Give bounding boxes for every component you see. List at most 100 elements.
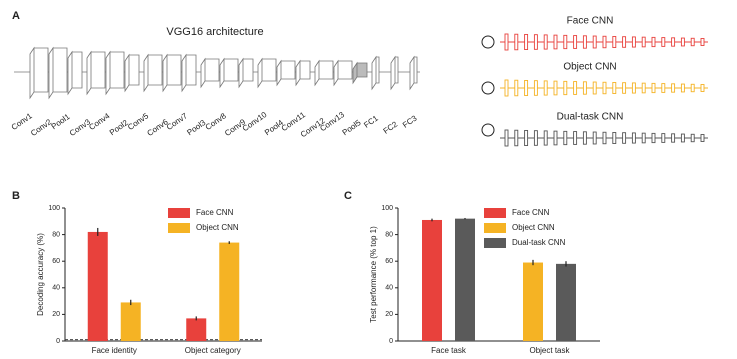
network-layer bbox=[690, 133, 695, 143]
network-layer bbox=[514, 33, 519, 51]
network-layer bbox=[563, 34, 568, 50]
layer-label: FC2 bbox=[382, 119, 400, 135]
y-tick-label: 60 bbox=[52, 258, 60, 265]
network-layer bbox=[553, 130, 558, 146]
layer-label: Conv2 bbox=[29, 117, 54, 138]
network-layer bbox=[622, 132, 627, 144]
network-layer bbox=[524, 79, 529, 96]
bar bbox=[87, 231, 108, 341]
network-layer bbox=[504, 79, 509, 97]
network-layer bbox=[671, 37, 676, 47]
layer-block bbox=[257, 57, 277, 89]
network-layer bbox=[582, 81, 587, 95]
network-layer bbox=[602, 131, 607, 145]
layer-block bbox=[48, 46, 68, 100]
legend-label: Face CNN bbox=[512, 208, 550, 217]
panel-label: B bbox=[12, 190, 20, 202]
network-layer bbox=[543, 130, 548, 146]
layer-block bbox=[390, 55, 399, 91]
layer-block bbox=[124, 53, 140, 93]
network-layer bbox=[700, 84, 705, 92]
network-layer bbox=[680, 83, 685, 93]
network-layer bbox=[543, 34, 548, 50]
layer-block bbox=[371, 55, 380, 91]
network-layer bbox=[582, 131, 587, 145]
network-layer bbox=[533, 34, 538, 50]
y-tick-label: 40 bbox=[385, 285, 393, 292]
network-layer bbox=[553, 80, 558, 96]
layer-block bbox=[86, 50, 106, 96]
x-tick-label: Face identity bbox=[92, 346, 137, 355]
layer-label: Pool2 bbox=[108, 118, 130, 137]
network-layer bbox=[651, 36, 656, 48]
network-layer bbox=[612, 82, 617, 94]
network-layer bbox=[602, 81, 607, 95]
network-layer bbox=[592, 81, 597, 95]
y-axis-label: Decoding accuracy (%) bbox=[36, 233, 45, 316]
network-layer bbox=[690, 83, 695, 93]
network-layer bbox=[533, 80, 538, 96]
network-layer bbox=[573, 81, 578, 95]
network-layer bbox=[524, 129, 529, 146]
bar bbox=[422, 219, 442, 341]
layer-block bbox=[162, 53, 182, 93]
layer-block bbox=[314, 59, 334, 87]
layer-label: FC3 bbox=[401, 113, 419, 129]
bar bbox=[556, 263, 576, 341]
network-layer bbox=[612, 132, 617, 144]
layer-block bbox=[181, 53, 197, 93]
panel-label: A bbox=[12, 10, 20, 22]
architecture-title: VGG16 architecture bbox=[166, 26, 263, 38]
bar bbox=[186, 318, 207, 341]
legend-label: Dual-task CNN bbox=[512, 238, 566, 247]
layer-block bbox=[143, 53, 163, 93]
network-layer bbox=[671, 133, 676, 143]
network-layer bbox=[514, 79, 519, 97]
network-layer bbox=[622, 36, 627, 48]
network-layer bbox=[553, 34, 558, 50]
y-tick-label: 0 bbox=[389, 338, 393, 345]
layer-block bbox=[105, 50, 125, 96]
layer-block bbox=[333, 59, 353, 87]
network-layer bbox=[671, 83, 676, 93]
layer-block bbox=[295, 59, 311, 87]
layer-block bbox=[238, 57, 254, 89]
network-name: Object CNN bbox=[563, 62, 616, 73]
y-tick-label: 100 bbox=[48, 205, 60, 212]
y-tick-label: 80 bbox=[52, 231, 60, 238]
icon bbox=[481, 123, 495, 137]
network-layer bbox=[631, 132, 636, 144]
bar bbox=[120, 302, 141, 341]
bar bbox=[523, 262, 543, 341]
layer-label: FC1 bbox=[362, 113, 380, 129]
network-layer bbox=[573, 131, 578, 145]
network-layer bbox=[700, 38, 705, 46]
network-layer bbox=[592, 131, 597, 145]
network-layer bbox=[504, 33, 509, 51]
network-layer bbox=[641, 132, 646, 144]
legend-swatch bbox=[168, 208, 190, 218]
bar bbox=[455, 218, 475, 341]
x-tick-label: Object category bbox=[185, 346, 241, 355]
network-layer bbox=[661, 37, 666, 47]
network-layer bbox=[661, 83, 666, 93]
panel-label: C bbox=[344, 190, 352, 202]
layer-label: Pool3 bbox=[185, 118, 207, 137]
y-tick-label: 0 bbox=[56, 338, 60, 345]
layer-block bbox=[29, 46, 49, 100]
network-layer bbox=[622, 82, 627, 94]
legend-swatch bbox=[484, 223, 506, 233]
x-tick-label: Object task bbox=[529, 346, 570, 355]
layer-block bbox=[67, 50, 83, 96]
y-tick-label: 40 bbox=[52, 285, 60, 292]
layer-label: Pool5 bbox=[341, 118, 363, 137]
legend-swatch bbox=[168, 223, 190, 233]
layer-block bbox=[409, 55, 418, 91]
network-layer bbox=[651, 132, 656, 144]
x-tick-label: Face task bbox=[431, 346, 467, 355]
network-layer bbox=[612, 36, 617, 48]
y-tick-label: 20 bbox=[385, 311, 393, 318]
network-layer bbox=[514, 129, 519, 147]
network-layer bbox=[680, 133, 685, 143]
